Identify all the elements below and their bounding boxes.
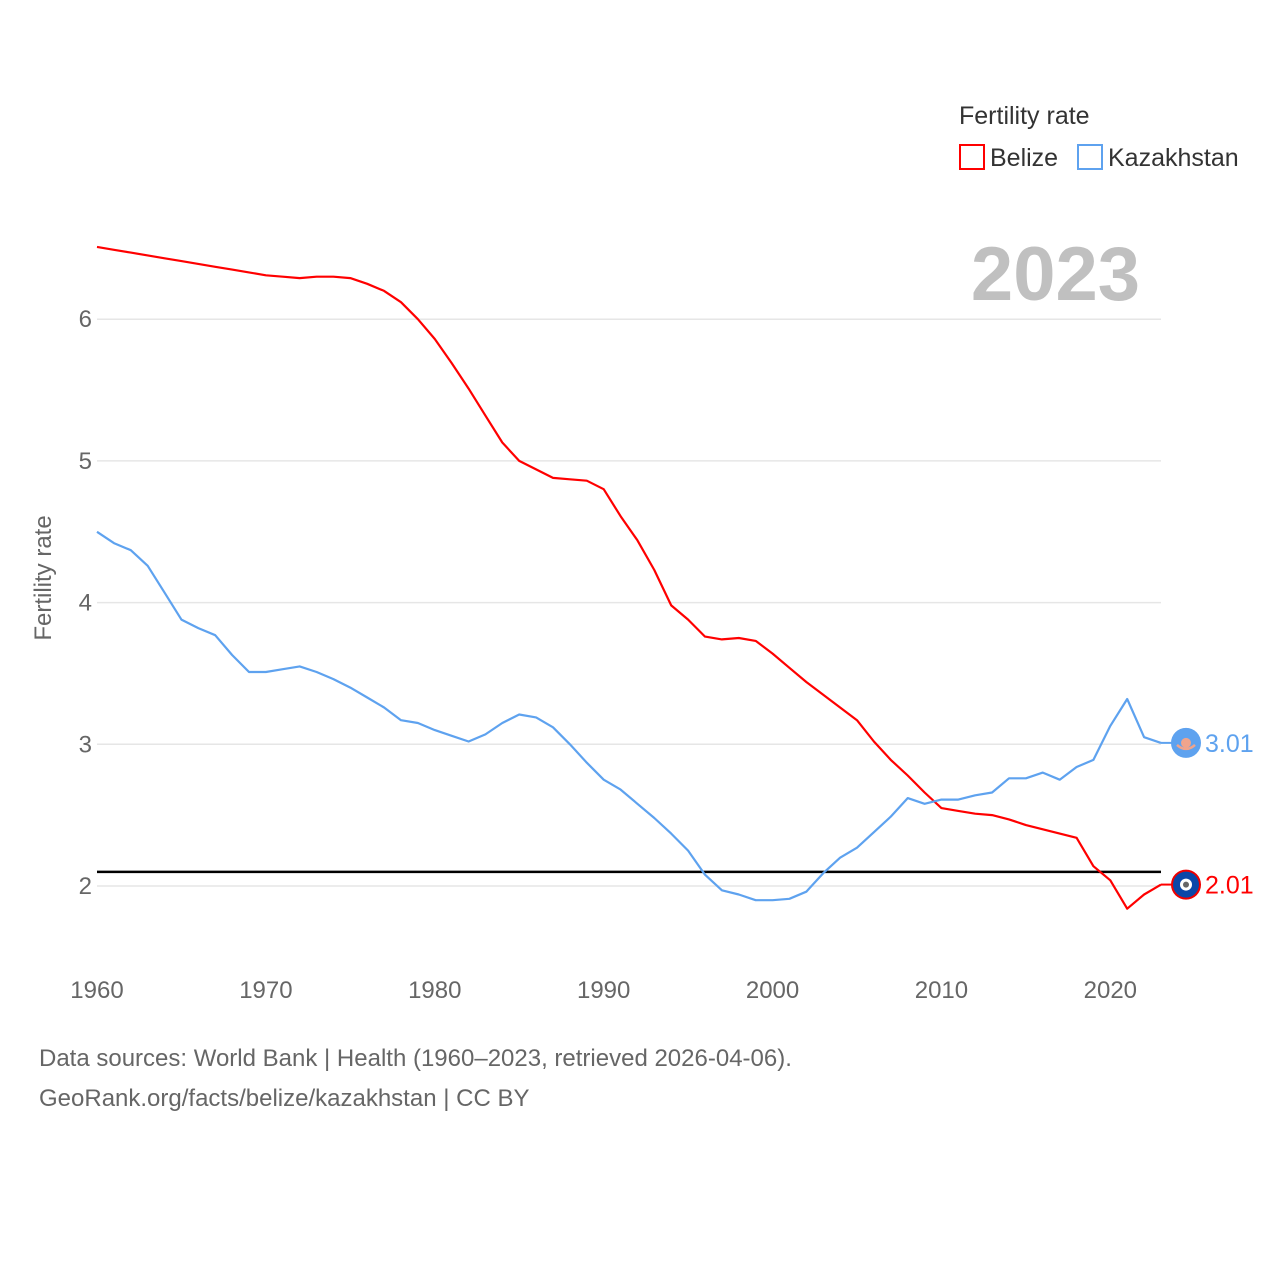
flag-marker-kazakhstan: [1171, 727, 1201, 758]
y-tick-label: 5: [79, 448, 92, 475]
year-label: 2023: [971, 232, 1140, 317]
y-tick-label: 6: [79, 306, 92, 333]
x-tick-label: 1970: [239, 977, 292, 1004]
series-line-kazakhstan: [96, 530, 1162, 902]
y-tick-label: 3: [79, 731, 92, 758]
x-tick-label: 2000: [746, 977, 799, 1004]
x-tick-label: 1960: [70, 977, 123, 1004]
footer-sources: Data sources: World Bank | Health (1960–…: [39, 1045, 792, 1072]
x-tick-label: 2010: [915, 977, 968, 1004]
x-tick-label: 1990: [577, 977, 630, 1004]
flag-marker-belize: [1171, 869, 1201, 900]
x-tick-label: 2020: [1084, 977, 1137, 1004]
series-line-belize: [96, 245, 1162, 910]
y-tick-label: 4: [79, 590, 92, 617]
legend-label-belize[interactable]: Belize: [990, 144, 1058, 172]
y-tick-label: 2: [79, 873, 92, 900]
legend-swatch-kazakhstan[interactable]: [1077, 144, 1103, 170]
y-axis-label: Fertility rate: [30, 515, 57, 640]
legend-label-kazakhstan[interactable]: Kazakhstan: [1108, 144, 1239, 172]
legend-title: Fertility rate: [959, 102, 1090, 130]
end-value-label-kazakhstan: 3.01: [1205, 730, 1254, 758]
footer-link[interactable]: GeoRank.org/facts/belize/kazakhstan | CC…: [39, 1085, 530, 1112]
x-tick-label: 1980: [408, 977, 461, 1004]
legend-swatch-belize[interactable]: [959, 144, 985, 170]
end-value-label-belize: 2.01: [1205, 872, 1254, 900]
